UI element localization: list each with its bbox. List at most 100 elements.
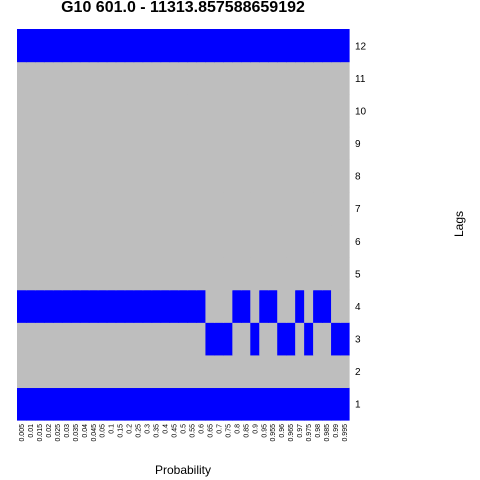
y-tick-label: 10 (355, 106, 367, 117)
heatmap-cell (88, 257, 99, 291)
heatmap-cell (106, 191, 117, 226)
heatmap-cell (43, 289, 54, 323)
heatmap-cell (169, 29, 180, 63)
heatmap-cell (133, 29, 144, 63)
heatmap-cell (43, 126, 54, 160)
x-tick-label: 0.96 (279, 424, 286, 438)
heatmap-cell (214, 322, 224, 356)
heatmap-cell (17, 94, 27, 128)
heatmap-cell (223, 191, 233, 226)
heatmap-cell (286, 387, 296, 421)
heatmap-cell (52, 322, 63, 356)
heatmap-cell (241, 191, 251, 226)
heatmap-cell (43, 29, 54, 63)
heatmap-cell (88, 191, 99, 226)
heatmap-cell (241, 289, 251, 323)
heatmap-cell (133, 387, 144, 421)
heatmap-cell (115, 61, 126, 95)
heatmap-cell (17, 387, 27, 421)
heatmap-cell (313, 224, 323, 258)
heatmap-cell (142, 354, 153, 389)
heatmap-cell (286, 322, 296, 356)
heatmap-cell (106, 354, 117, 389)
heatmap-cell (115, 224, 126, 258)
heatmap-cell (241, 322, 251, 356)
heatmap-cell (160, 191, 171, 226)
heatmap-cell (223, 94, 233, 128)
heatmap-cell (232, 322, 242, 356)
heatmap-cell (43, 257, 54, 291)
heatmap-cell (331, 159, 341, 193)
heatmap-cell (268, 29, 278, 63)
heatmap-cell (295, 289, 305, 323)
heatmap-cell (205, 61, 216, 95)
x-tick-label: 0.55 (189, 424, 196, 438)
heatmap-cell (169, 126, 180, 160)
heatmap-cell (61, 257, 72, 291)
heatmap-cell (268, 257, 278, 291)
heatmap-cell (187, 354, 198, 389)
heatmap-cell (106, 126, 117, 160)
heatmap-cell (160, 61, 171, 95)
heatmap-cell (322, 94, 332, 128)
heatmap-cell (70, 61, 81, 95)
heatmap-cell (106, 29, 117, 63)
heatmap-cell (34, 61, 45, 95)
heatmap-cell (133, 191, 144, 226)
heatmap-cell (34, 126, 45, 160)
y-tick-label: 12 (355, 41, 367, 52)
heatmap-cell (169, 289, 180, 323)
heatmap-cell (259, 61, 269, 95)
heatmap-cell (241, 224, 251, 258)
heatmap-cell (331, 257, 341, 291)
heatmap-cell (214, 94, 224, 128)
heatmap-cell (97, 61, 108, 95)
heatmap-cell (340, 224, 350, 258)
x-tick-label: 0.6 (198, 424, 205, 434)
heatmap-cell (178, 126, 189, 160)
heatmap-cell (259, 191, 269, 226)
heatmap-cell (277, 354, 287, 389)
heatmap-cell (250, 289, 260, 323)
heatmap-cell (322, 61, 332, 95)
heatmap-cell (259, 159, 269, 193)
heatmap-cell (133, 94, 144, 128)
heatmap-cell (340, 354, 350, 389)
heatmap-cell (295, 94, 305, 128)
heatmap-cell (232, 257, 242, 291)
heatmap-cell (142, 257, 153, 291)
heatmap-cell (295, 322, 305, 356)
heatmap-cell (124, 159, 135, 193)
heatmap-cell (223, 126, 233, 160)
heatmap-cell (223, 257, 233, 291)
heatmap-cell (133, 354, 144, 389)
heatmap-cell (70, 94, 81, 128)
heatmap-cell (34, 159, 45, 193)
heatmap-cell (232, 159, 242, 193)
heatmap-cell (241, 126, 251, 160)
heatmap-cell (79, 126, 90, 160)
heatmap-cell (196, 257, 207, 291)
x-tick-label: 0.985 (324, 424, 331, 442)
heatmap-cell (115, 29, 126, 63)
heatmap-cell (331, 354, 341, 389)
x-tick-label: 0.02 (46, 424, 53, 438)
heatmap-cell (133, 224, 144, 258)
heatmap-cell (52, 354, 63, 389)
heatmap-cell (304, 29, 314, 63)
y-tick-label: 8 (355, 172, 361, 183)
x-tick-label: 0.045 (91, 424, 98, 442)
heatmap-cell (70, 322, 81, 356)
heatmap-cell (196, 29, 207, 63)
heatmap-cell (79, 322, 90, 356)
heatmap-cell (34, 322, 45, 356)
heatmap-cell (286, 159, 296, 193)
heatmap-cell (43, 159, 54, 193)
heatmap-cell (124, 387, 135, 421)
heatmap-cell (205, 289, 216, 323)
heatmap-cell (268, 354, 278, 389)
heatmap-cell (34, 354, 45, 389)
heatmap-cell (259, 29, 269, 63)
heatmap-cell (205, 224, 216, 258)
x-tick-label: 0.1 (109, 424, 116, 434)
